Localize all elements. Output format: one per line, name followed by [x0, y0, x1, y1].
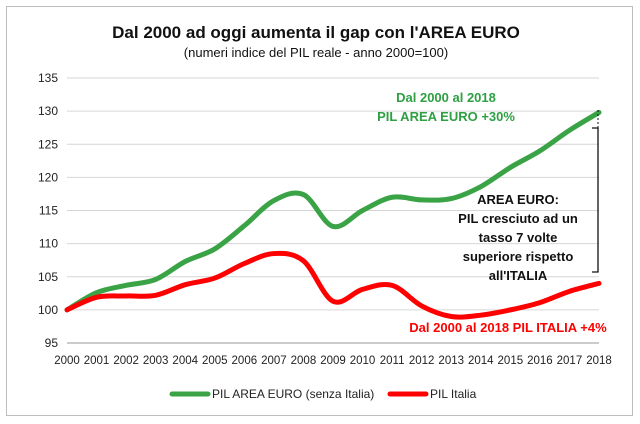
annotation-black-line2: PIL cresciuto ad un [458, 211, 578, 226]
x-tick-label: 2000 [54, 355, 80, 367]
x-tick-label: 2017 [557, 355, 583, 367]
x-tick-label: 2010 [350, 355, 376, 367]
x-tick-label: 2011 [380, 355, 405, 367]
x-axis-ticks: 2000 2001 2002 2003 2004 2005 2006 2007 2008 2009… [54, 355, 612, 367]
legend-label-euro: PIL AREA EURO (senza Italia) [212, 387, 374, 401]
annotation-green-line2: PIL AREA EURO +30% [377, 109, 515, 124]
annotation-black-line3: tasso 7 volte [479, 230, 558, 245]
y-tick-label: 105 [38, 270, 58, 284]
x-tick-label: 2018 [586, 355, 612, 367]
x-tick-label: 2001 [84, 355, 110, 367]
annotation-red-line: Dal 2000 al 2018 PIL ITALIA +4% [409, 320, 607, 335]
x-tick-label: 2006 [232, 355, 258, 367]
y-tick-label: 100 [38, 303, 58, 317]
legend: PIL AREA EURO (senza Italia) PIL Italia [169, 387, 477, 401]
x-tick-label: 2014 [468, 355, 494, 367]
annotation-black-line4: superiore rispetto [463, 249, 574, 264]
chart-subtitle: (numeri indice del PIL reale - anno 2000… [184, 45, 448, 60]
x-tick-label: 2008 [291, 355, 317, 367]
chart-title: Dal 2000 ad oggi aumenta il gap con l'AR… [112, 23, 520, 42]
annotation-bracket [592, 110, 599, 273]
annotation-green-line1: Dal 2000 al 2018 [396, 90, 496, 105]
y-tick-label: 115 [39, 204, 58, 218]
gridlines [67, 77, 599, 344]
annotation-black-line1: AREA EURO: [477, 192, 559, 207]
x-tick-label: 2002 [113, 355, 139, 367]
x-tick-label: 2004 [172, 355, 198, 367]
series-group [64, 109, 602, 320]
x-tick-label: 2009 [320, 355, 346, 367]
x-tick-label: 2005 [202, 355, 228, 367]
x-tick-label: 2015 [498, 355, 524, 367]
series-line-area-euro [64, 109, 602, 313]
x-tick-label: 2003 [143, 355, 169, 367]
annotation-black-line5: all'ITALIA [489, 268, 548, 283]
y-axis-ticks: 95 100 105 110 115 120 125 130 135 [38, 71, 58, 350]
bracket-line [592, 127, 599, 273]
y-tick-label: 110 [39, 237, 58, 251]
y-tick-label: 120 [38, 170, 58, 184]
legend-label-italia: PIL Italia [430, 387, 477, 401]
series-line-italia [64, 250, 602, 320]
y-tick-label: 125 [38, 137, 58, 151]
y-tick-label: 135 [38, 71, 58, 85]
x-tick-label: 2007 [261, 355, 287, 367]
x-tick-label: 2016 [527, 355, 553, 367]
y-tick-label: 95 [45, 336, 59, 350]
x-tick-label: 2012 [409, 355, 435, 367]
x-tick-label: 2013 [438, 355, 464, 367]
y-tick-label: 130 [38, 104, 58, 118]
